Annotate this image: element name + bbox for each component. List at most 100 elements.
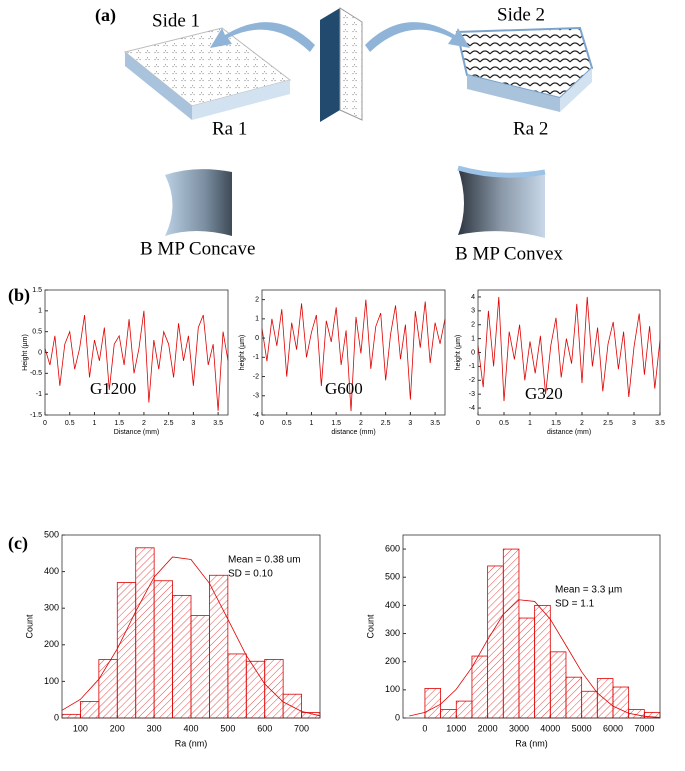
x-tick-label: 2.5 <box>164 420 174 427</box>
hist-bar <box>190 615 210 719</box>
x-axis-title: Ra (nm) <box>515 738 548 748</box>
y-tick-label: -1 <box>469 363 475 370</box>
annotation: G600 <box>325 379 363 398</box>
hist-bar <box>282 693 302 719</box>
y-tick-label: 4 <box>471 294 475 301</box>
prism-edge <box>320 8 340 122</box>
y-tick-label: -1.5 <box>30 412 42 419</box>
x-tick-label: 1000 <box>446 723 466 733</box>
y-axis-title: Height (µm) <box>22 334 29 371</box>
y-tick-label: 100 <box>44 676 59 686</box>
y-tick-label: 500 <box>44 529 59 539</box>
hist-bar <box>502 548 520 719</box>
plot-frame <box>61 534 321 719</box>
ra-label: Ra 2 <box>513 118 548 139</box>
x-tick-label: 5000 <box>572 723 592 733</box>
x-tick-label: 400 <box>183 723 198 733</box>
y-tick-label: -1 <box>36 391 42 398</box>
x-tick-label: 3.5 <box>655 420 665 427</box>
x-tick-label: 2 <box>142 420 146 427</box>
x-tick-label: 3000 <box>509 723 529 733</box>
x-tick-label: 3.5 <box>430 420 440 427</box>
y-tick-label: -4 <box>469 405 475 412</box>
x-tick-label: 1 <box>528 420 532 427</box>
panel-label: (c) <box>8 533 28 554</box>
y-axis-title: height (µm) <box>239 335 246 371</box>
arrow <box>210 22 315 52</box>
side-label: Side 2 <box>497 4 545 25</box>
side-label: Side 1 <box>152 10 200 31</box>
fit-curve <box>409 599 661 718</box>
hist-bar <box>471 655 489 719</box>
hist-bar <box>80 701 100 719</box>
y-tick-label: -4 <box>253 412 259 419</box>
convex-rim <box>457 165 546 178</box>
y-tick-label: -2 <box>469 377 475 384</box>
x-tick-label: 3 <box>632 420 636 427</box>
prism-face <box>339 7 363 121</box>
y-tick-label: -3 <box>469 391 475 398</box>
annotation: SD = 1.1 <box>555 599 595 610</box>
y-axis-title: Count <box>365 614 375 639</box>
ra-label: Ra 1 <box>212 118 247 139</box>
y-tick-label: -1 <box>253 354 259 361</box>
y-tick-label: -0.5 <box>30 370 42 377</box>
x-tick-label: 6000 <box>603 723 623 733</box>
y-axis-title: height (µm) <box>455 335 462 371</box>
hist-bar <box>172 594 192 719</box>
x-tick-label: 300 <box>147 723 162 733</box>
slab-edge <box>125 52 192 120</box>
x-tick-label: 1.5 <box>331 420 341 427</box>
y-tick-label: 500 <box>385 572 400 582</box>
hist-bar <box>98 659 118 719</box>
hist-bar <box>487 565 504 719</box>
hist-bar <box>440 709 457 719</box>
hist-bar <box>135 547 155 719</box>
y-tick-label: 200 <box>385 656 400 666</box>
x-tick-label: 500 <box>220 723 235 733</box>
hist-bar <box>565 676 583 719</box>
hist-bar <box>209 574 229 719</box>
y-tick-label: 1 <box>255 316 259 323</box>
slab-edge <box>467 75 560 112</box>
diagram <box>123 7 594 238</box>
x-tick-label: 600 <box>257 723 272 733</box>
y-tick-label: 200 <box>44 639 59 649</box>
x-axis-title: Distance (mm) <box>114 429 160 436</box>
x-tick-label: 2 <box>580 420 584 427</box>
shape-label: B MP Convex <box>455 243 564 264</box>
hist-bar <box>518 617 536 719</box>
x-tick-label: 1 <box>93 420 97 427</box>
y-tick-label: 0 <box>54 712 59 722</box>
x-axis-title: Ra (nm) <box>175 738 208 748</box>
slab-edge <box>192 80 290 120</box>
x-tick-label: 1.5 <box>114 420 124 427</box>
y-tick-label: 400 <box>385 600 400 610</box>
x-tick-label: 0 <box>260 420 264 427</box>
hist-bar <box>424 688 442 719</box>
hist-bar <box>612 686 630 719</box>
hist-bar <box>227 653 247 719</box>
x-tick-label: 0.5 <box>65 420 75 427</box>
y-tick-label: 300 <box>44 603 59 613</box>
y-tick-label: 1.5 <box>32 287 42 294</box>
y-tick-label: 600 <box>385 543 400 553</box>
hist-bar <box>264 659 284 719</box>
x-tick-label: 4000 <box>540 723 560 733</box>
plot-frame <box>261 289 446 416</box>
y-tick-label: 0 <box>255 335 259 342</box>
x-axis-title: distance (mm) <box>547 429 591 436</box>
panel-label: (a) <box>95 5 116 26</box>
hist-bar <box>116 582 137 719</box>
x-tick-label: 3.5 <box>213 420 223 427</box>
plot-frame <box>477 289 661 416</box>
profile-line <box>261 299 446 412</box>
annotation: G1200 <box>90 379 136 398</box>
fit-curve <box>61 556 321 717</box>
hist-bar <box>455 700 473 719</box>
y-tick-label: 300 <box>385 628 400 638</box>
y-tick-label: 0 <box>38 349 42 356</box>
x-tick-label: 7000 <box>634 723 654 733</box>
